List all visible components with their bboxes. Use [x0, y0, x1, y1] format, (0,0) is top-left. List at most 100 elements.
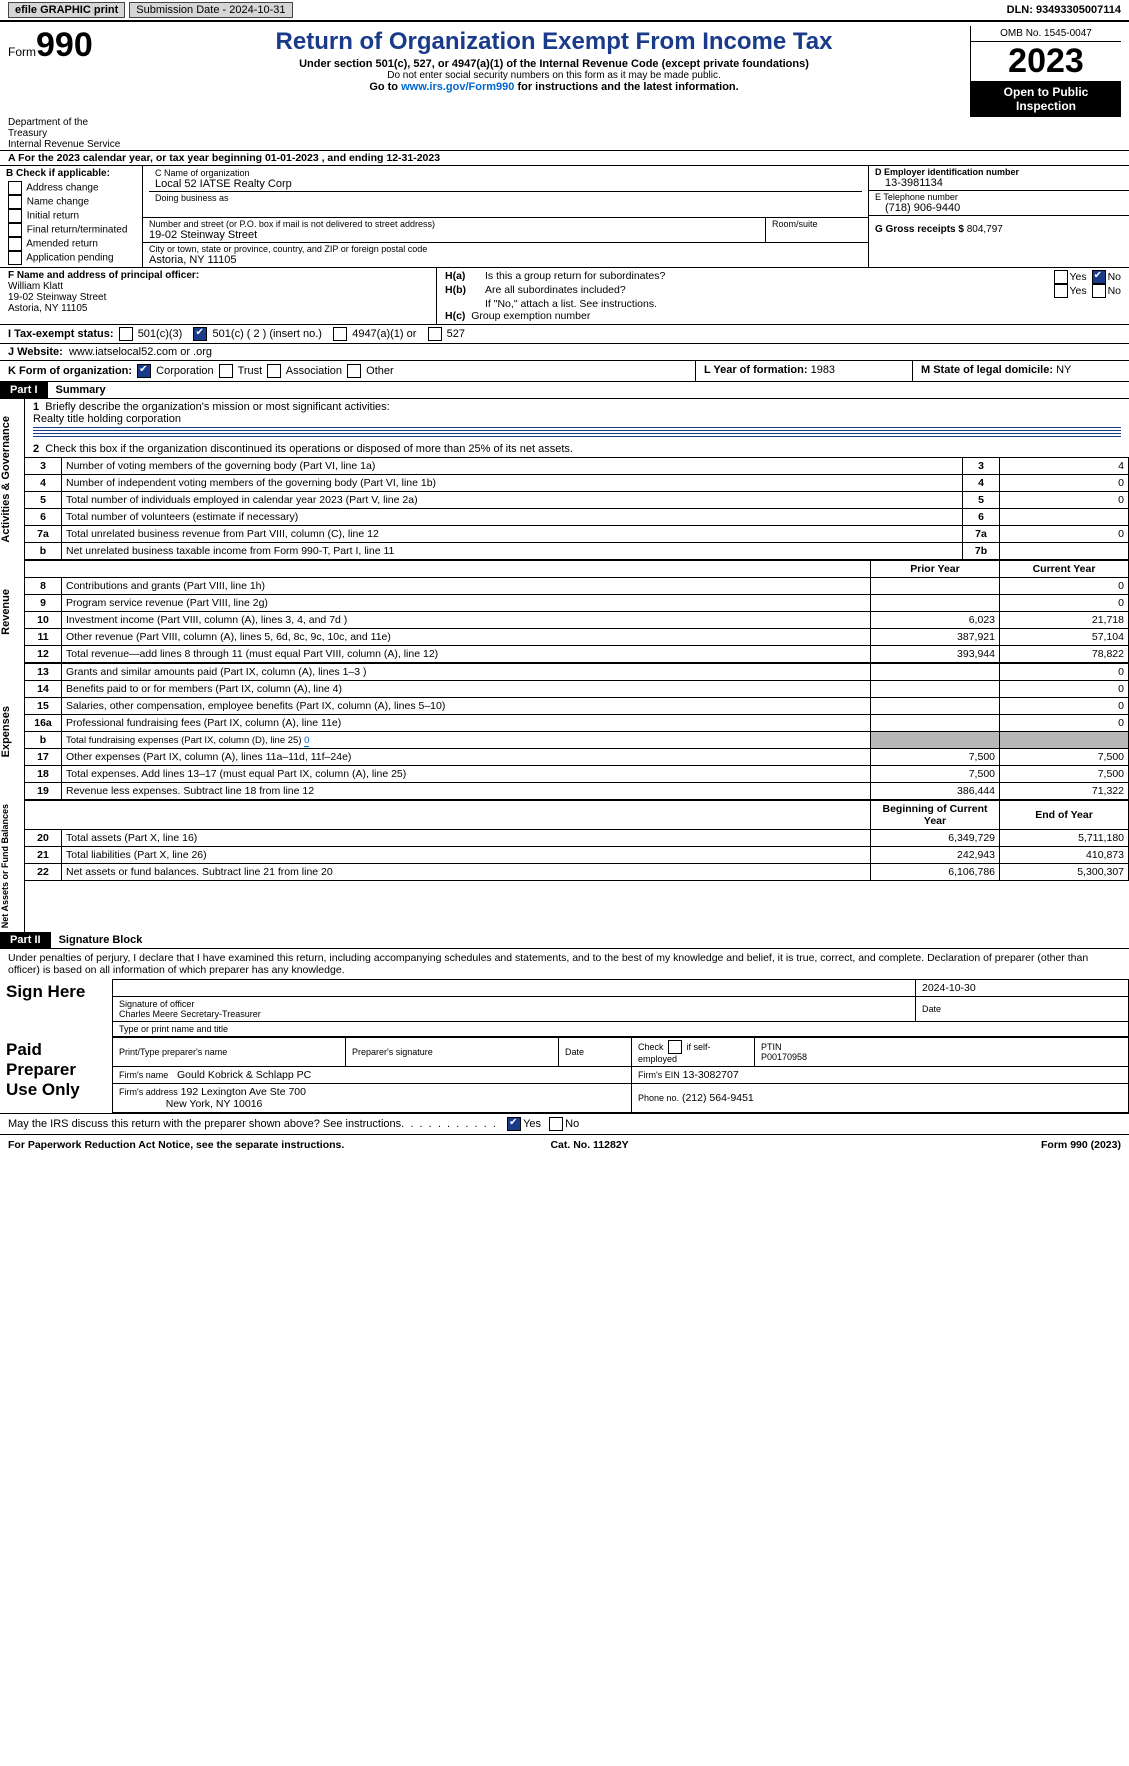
- table-row: 15Salaries, other compensation, employee…: [25, 698, 1129, 715]
- form-tag: Form 990 (2023): [1041, 1139, 1121, 1151]
- table-row: 18Total expenses. Add lines 13–17 (must …: [25, 766, 1129, 783]
- table-row: 14Benefits paid to or for members (Part …: [25, 681, 1129, 698]
- ha-no[interactable]: [1092, 270, 1106, 284]
- row-k-l-m: K Form of organization: Corporation Trus…: [0, 361, 1129, 382]
- ein: 13-3981134: [875, 177, 1123, 189]
- line2-block: 2 Check this box if the organization dis…: [25, 441, 1129, 457]
- principal-officer-block: F Name and address of principal officer:…: [0, 268, 437, 324]
- dba-label: Doing business as: [155, 193, 856, 203]
- telephone: (718) 906-9440: [875, 202, 1123, 214]
- perjury-statement: Under penalties of perjury, I declare th…: [0, 949, 1129, 979]
- h-note: If "No," attach a list. See instructions…: [445, 298, 1121, 310]
- paid-preparer-label: Paid Preparer Use Only: [0, 1038, 113, 1113]
- dept-treasury: Department of the TreasuryInternal Reven…: [0, 117, 128, 150]
- title-sub2: Do not enter social security numbers on …: [138, 70, 970, 81]
- hb-yes[interactable]: [1054, 284, 1068, 298]
- omb-number: OMB No. 1545-0047: [971, 26, 1121, 42]
- side-activities: Activities & Governance: [0, 412, 24, 547]
- table-row: 6Total number of volunteers (estimate if…: [25, 509, 1129, 526]
- ck-527[interactable]: [428, 327, 442, 341]
- table-row: 22Net assets or fund balances. Subtract …: [25, 864, 1129, 881]
- room-suite-label: Room/suite: [772, 219, 862, 229]
- row-f-h: F Name and address of principal officer:…: [0, 268, 1129, 325]
- paid-preparer-table: Paid Preparer Use Only Print/Type prepar…: [0, 1037, 1129, 1113]
- table-row: 17Other expenses (Part IX, column (A), l…: [25, 749, 1129, 766]
- ck-assoc[interactable]: [267, 364, 281, 378]
- ck-501c[interactable]: [193, 327, 207, 341]
- side-net-assets: Net Assets or Fund Balances: [0, 800, 24, 932]
- firm-address: 192 Lexington Ave Ste 700: [181, 1086, 306, 1098]
- col-b-checkboxes: B Check if applicable: Address change Na…: [0, 166, 143, 267]
- ck-final-return[interactable]: Final return/terminated: [6, 223, 136, 237]
- irs-link[interactable]: www.irs.gov/Form990: [401, 81, 514, 93]
- tax-year: 2023: [971, 42, 1121, 81]
- ck-application-pending[interactable]: Application pending: [6, 251, 136, 265]
- table-row: 13Grants and similar amounts paid (Part …: [25, 664, 1129, 681]
- table-row: 20Total assets (Part X, line 16)6,349,72…: [25, 830, 1129, 847]
- sign-here-table: Sign Here 2024-10-30 Signature of office…: [0, 979, 1129, 1037]
- discuss-yes[interactable]: [507, 1117, 521, 1131]
- ck-name-change[interactable]: Name change: [6, 195, 136, 209]
- net-assets-section: Net Assets or Fund Balances Beginning of…: [0, 800, 1129, 932]
- org-name: Local 52 IATSE Realty Corp: [155, 178, 856, 190]
- street-address: 19-02 Steinway Street: [149, 229, 759, 241]
- hb-no[interactable]: [1092, 284, 1106, 298]
- form-number-block: Form990: [8, 26, 138, 117]
- ck-corp[interactable]: [137, 364, 151, 378]
- part2-header: Part IISignature Block: [0, 932, 1129, 949]
- side-revenue: Revenue: [0, 585, 24, 639]
- firm-ein: 13-3082707: [683, 1069, 739, 1081]
- topbar: efile GRAPHIC print Submission Date - 20…: [0, 0, 1129, 22]
- table-row: 16aProfessional fundraising fees (Part I…: [25, 715, 1129, 732]
- ck-amended-return[interactable]: Amended return: [6, 237, 136, 251]
- ck-other[interactable]: [347, 364, 361, 378]
- side-expenses: Expenses: [0, 702, 24, 761]
- gov-table: 3Number of voting members of the governi…: [25, 457, 1129, 560]
- table-row: 10Investment income (Part VIII, column (…: [25, 612, 1129, 629]
- discuss-no[interactable]: [549, 1117, 563, 1131]
- activities-governance-section: Activities & Governance 1 Briefly descri…: [0, 399, 1129, 560]
- row-j: J Website: www.iatselocal52.com or .org: [0, 344, 1129, 361]
- header: Form990 Return of Organization Exempt Fr…: [0, 22, 1129, 117]
- dln: DLN: 93493305007114: [1007, 4, 1121, 16]
- form-label: Form: [8, 45, 36, 59]
- b-header: B Check if applicable:: [6, 168, 136, 179]
- exp-table: 13Grants and similar amounts paid (Part …: [25, 663, 1129, 800]
- city-state-zip: Astoria, NY 11105: [149, 254, 862, 266]
- ck-initial-return[interactable]: Initial return: [6, 209, 136, 223]
- table-row: 12Total revenue—add lines 8 through 11 (…: [25, 646, 1129, 663]
- open-to-public: Open to Public Inspection: [971, 81, 1121, 117]
- efile-graphic-btn[interactable]: efile GRAPHIC print: [8, 2, 125, 18]
- mission-block: 1 Briefly describe the organization's mi…: [25, 399, 1129, 441]
- rev-table: Prior YearCurrent Year 8Contributions an…: [25, 560, 1129, 663]
- officer-name: William Klatt: [8, 281, 63, 292]
- ck-address-change[interactable]: Address change: [6, 181, 136, 195]
- form-title: Return of Organization Exempt From Incom…: [138, 28, 970, 56]
- row-a: A For the 2023 calendar year, or tax yea…: [0, 150, 1129, 166]
- paperwork-notice: For Paperwork Reduction Act Notice, see …: [8, 1139, 344, 1151]
- table-row: 11Other revenue (Part VIII, column (A), …: [25, 629, 1129, 646]
- ck-501c3[interactable]: [119, 327, 133, 341]
- expenses-section: Expenses 13Grants and similar amounts pa…: [0, 663, 1129, 800]
- row-i: I Tax-exempt status: 501(c)(3) 501(c) ( …: [0, 325, 1129, 344]
- year-box: OMB No. 1545-0047 2023 Open to Public In…: [970, 26, 1121, 117]
- table-row: bTotal fundraising expenses (Part IX, co…: [25, 732, 1129, 749]
- mission-text: Realty title holding corporation: [33, 413, 181, 425]
- officer-nametitle: Charles Meere Secretary-Treasurer: [119, 1009, 261, 1019]
- ck-4947[interactable]: [333, 327, 347, 341]
- discuss-row: May the IRS discuss this return with the…: [0, 1113, 1129, 1134]
- cat-no: Cat. No. 11282Y: [550, 1139, 628, 1151]
- firm-phone: (212) 564-9451: [682, 1092, 754, 1104]
- firm-name: Gould Kobrick & Schlapp PC: [177, 1069, 311, 1081]
- form-990: 990: [36, 26, 93, 64]
- ck-self-employed[interactable]: [668, 1040, 682, 1054]
- sign-here-label: Sign Here: [0, 980, 113, 1037]
- c-name-cell: C Name of organizationLocal 52 IATSE Rea…: [149, 167, 862, 192]
- ha-yes[interactable]: [1054, 270, 1068, 284]
- ck-trust[interactable]: [219, 364, 233, 378]
- col-d-block: D Employer identification number13-39811…: [868, 166, 1129, 267]
- footer: For Paperwork Reduction Act Notice, see …: [0, 1134, 1129, 1155]
- table-row: 21Total liabilities (Part X, line 26)242…: [25, 847, 1129, 864]
- title-sub3: Go to www.irs.gov/Form990 for instructio…: [138, 81, 970, 93]
- part1-header: Part ISummary: [0, 382, 1129, 399]
